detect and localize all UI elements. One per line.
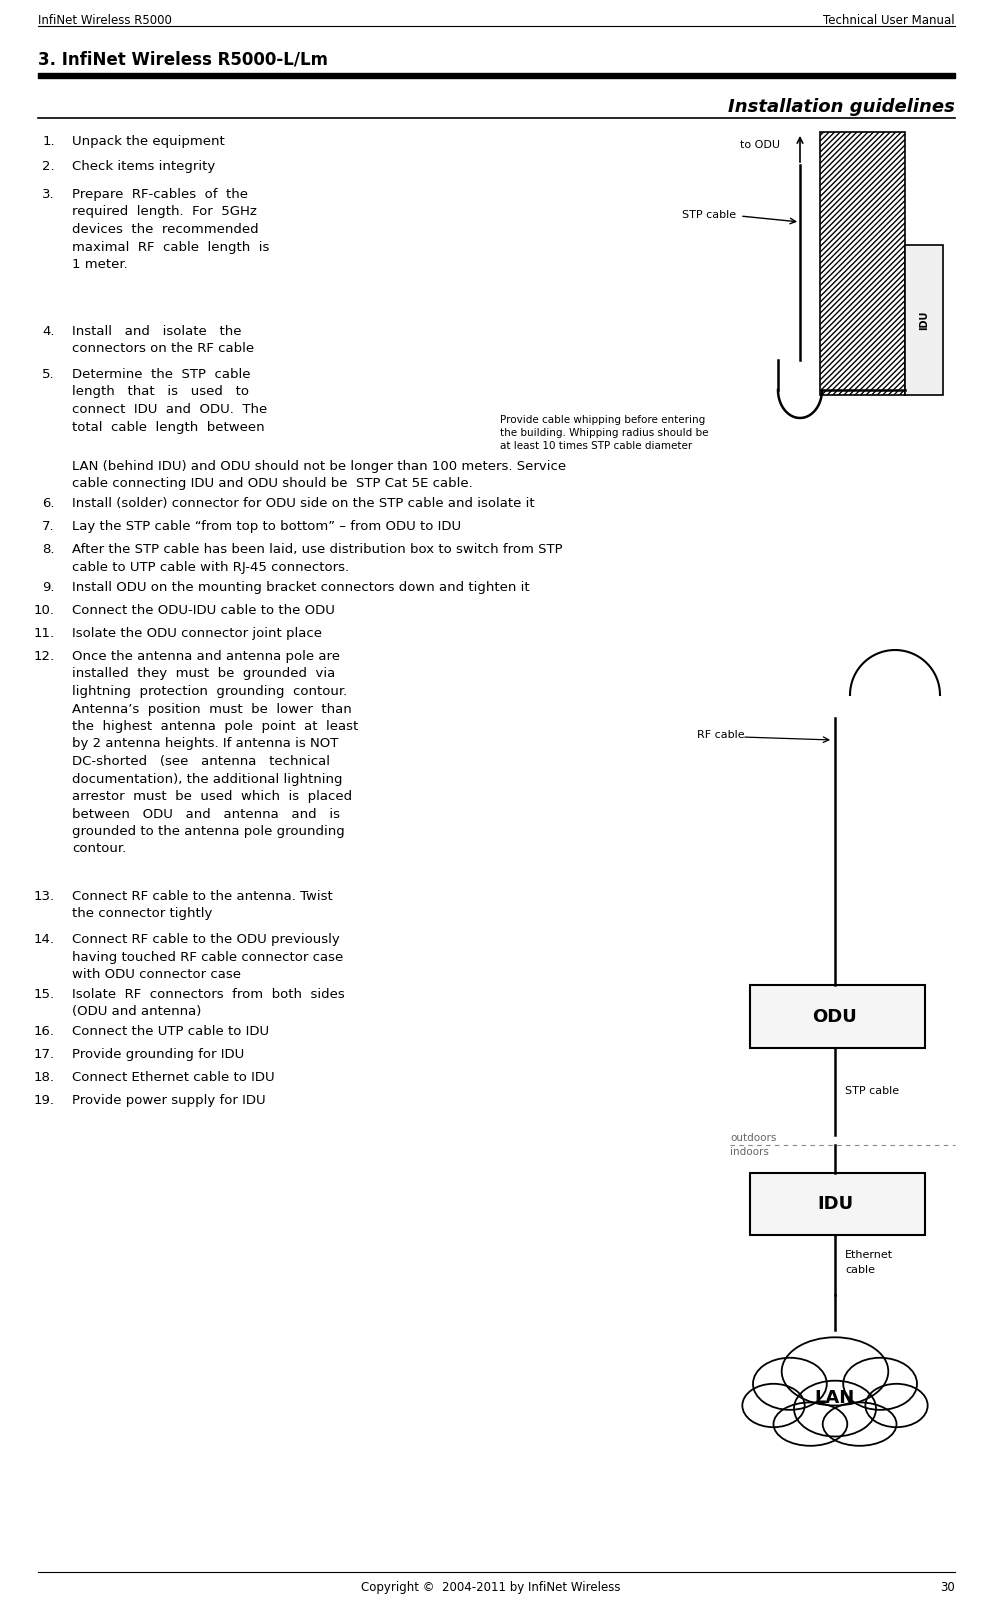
Text: STP cable: STP cable: [845, 1086, 900, 1096]
Text: LAN: LAN: [815, 1389, 855, 1407]
Text: 6.: 6.: [42, 497, 55, 509]
Ellipse shape: [774, 1402, 847, 1445]
Text: 30: 30: [940, 1581, 955, 1594]
Text: Check items integrity: Check items integrity: [72, 160, 215, 173]
Bar: [820, 131, 905, 396]
Text: Connect Ethernet cable to IDU: Connect Ethernet cable to IDU: [72, 1072, 275, 1085]
Text: 3. InfiNet Wireless R5000-L/Lm: 3. InfiNet Wireless R5000-L/Lm: [38, 50, 328, 67]
Text: Connect the ODU-IDU cable to the ODU: Connect the ODU-IDU cable to the ODU: [72, 604, 335, 617]
Bar: [750, 1173, 925, 1235]
Text: ODU: ODU: [813, 1008, 857, 1025]
Text: Installation guidelines: Installation guidelines: [728, 98, 955, 115]
Text: Install ODU on the mounting bracket connectors down and tighten it: Install ODU on the mounting bracket conn…: [72, 582, 529, 594]
Text: IDU: IDU: [817, 1195, 853, 1213]
Text: 17.: 17.: [33, 1048, 55, 1061]
Text: Isolate  RF  connectors  from  both  sides
(ODU and antenna): Isolate RF connectors from both sides (O…: [72, 988, 345, 1019]
Text: 11.: 11.: [33, 626, 55, 641]
Text: InfiNet Wireless R5000: InfiNet Wireless R5000: [38, 14, 172, 27]
Text: Technical User Manual: Technical User Manual: [823, 14, 955, 27]
Ellipse shape: [753, 1358, 827, 1410]
Text: 4.: 4.: [42, 325, 55, 338]
Text: to ODU: to ODU: [740, 139, 780, 151]
Text: Connect RF cable to the antenna. Twist
the connector tightly: Connect RF cable to the antenna. Twist t…: [72, 891, 333, 921]
Bar: [905, 245, 943, 396]
Text: 8.: 8.: [42, 543, 55, 556]
Text: 9.: 9.: [42, 582, 55, 594]
Text: indoors: indoors: [730, 1147, 769, 1157]
Ellipse shape: [865, 1384, 928, 1427]
Text: Ethernet: Ethernet: [845, 1250, 893, 1261]
Ellipse shape: [782, 1338, 889, 1405]
Text: 12.: 12.: [33, 650, 55, 663]
Text: Connect RF cable to the ODU previously
having touched RF cable connector case
wi: Connect RF cable to the ODU previously h…: [72, 932, 344, 980]
Text: 15.: 15.: [33, 988, 55, 1001]
Text: 1.: 1.: [42, 135, 55, 147]
Text: Isolate the ODU connector joint place: Isolate the ODU connector joint place: [72, 626, 322, 641]
Text: 7.: 7.: [42, 521, 55, 533]
Text: Prepare  RF-cables  of  the
required  length.  For  5GHz
devices  the  recommend: Prepare RF-cables of the required length…: [72, 187, 269, 271]
Text: Install   and   isolate   the
connectors on the RF cable: Install and isolate the connectors on th…: [72, 325, 254, 356]
Bar: [750, 985, 925, 1048]
Ellipse shape: [794, 1381, 876, 1437]
Ellipse shape: [742, 1384, 804, 1427]
Text: the building. Whipping radius should be: the building. Whipping radius should be: [500, 428, 708, 437]
Text: IDU: IDU: [919, 311, 929, 330]
Text: 13.: 13.: [33, 891, 55, 904]
Text: 18.: 18.: [34, 1072, 55, 1085]
Text: 10.: 10.: [34, 604, 55, 617]
Text: 5.: 5.: [42, 368, 55, 381]
Text: RF cable: RF cable: [697, 731, 745, 740]
Bar: [820, 131, 905, 396]
Text: Once the antenna and antenna pole are
installed  they  must  be  grounded  via
l: Once the antenna and antenna pole are in…: [72, 650, 358, 855]
Ellipse shape: [823, 1402, 897, 1445]
Text: STP cable: STP cable: [682, 210, 736, 219]
Text: Install (solder) connector for ODU side on the STP cable and isolate it: Install (solder) connector for ODU side …: [72, 497, 534, 509]
Text: LAN (behind IDU) and ODU should not be longer than 100 meters. Service
cable con: LAN (behind IDU) and ODU should not be l…: [72, 460, 567, 490]
Text: Provide grounding for IDU: Provide grounding for IDU: [72, 1048, 245, 1061]
Text: 2.: 2.: [42, 160, 55, 173]
Text: 19.: 19.: [34, 1094, 55, 1107]
Text: Unpack the equipment: Unpack the equipment: [72, 135, 225, 147]
Text: 16.: 16.: [34, 1025, 55, 1038]
Text: 3.: 3.: [42, 187, 55, 200]
Text: at least 10 times STP cable diameter: at least 10 times STP cable diameter: [500, 441, 692, 452]
Text: Determine  the  STP  cable
length   that   is   used   to
connect  IDU  and  ODU: Determine the STP cable length that is u…: [72, 368, 267, 434]
Ellipse shape: [844, 1358, 917, 1410]
Text: cable: cable: [845, 1266, 875, 1275]
Text: Provide cable whipping before entering: Provide cable whipping before entering: [500, 415, 705, 425]
Text: After the STP cable has been laid, use distribution box to switch from STP
cable: After the STP cable has been laid, use d…: [72, 543, 563, 574]
Text: Connect the UTP cable to IDU: Connect the UTP cable to IDU: [72, 1025, 269, 1038]
Text: Lay the STP cable “from top to bottom” – from ODU to IDU: Lay the STP cable “from top to bottom” –…: [72, 521, 462, 533]
Text: 14.: 14.: [34, 932, 55, 947]
Text: Copyright ©  2004-2011 by InfiNet Wireless: Copyright © 2004-2011 by InfiNet Wireles…: [361, 1581, 621, 1594]
Text: Provide power supply for IDU: Provide power supply for IDU: [72, 1094, 265, 1107]
Text: outdoors: outdoors: [730, 1133, 777, 1142]
